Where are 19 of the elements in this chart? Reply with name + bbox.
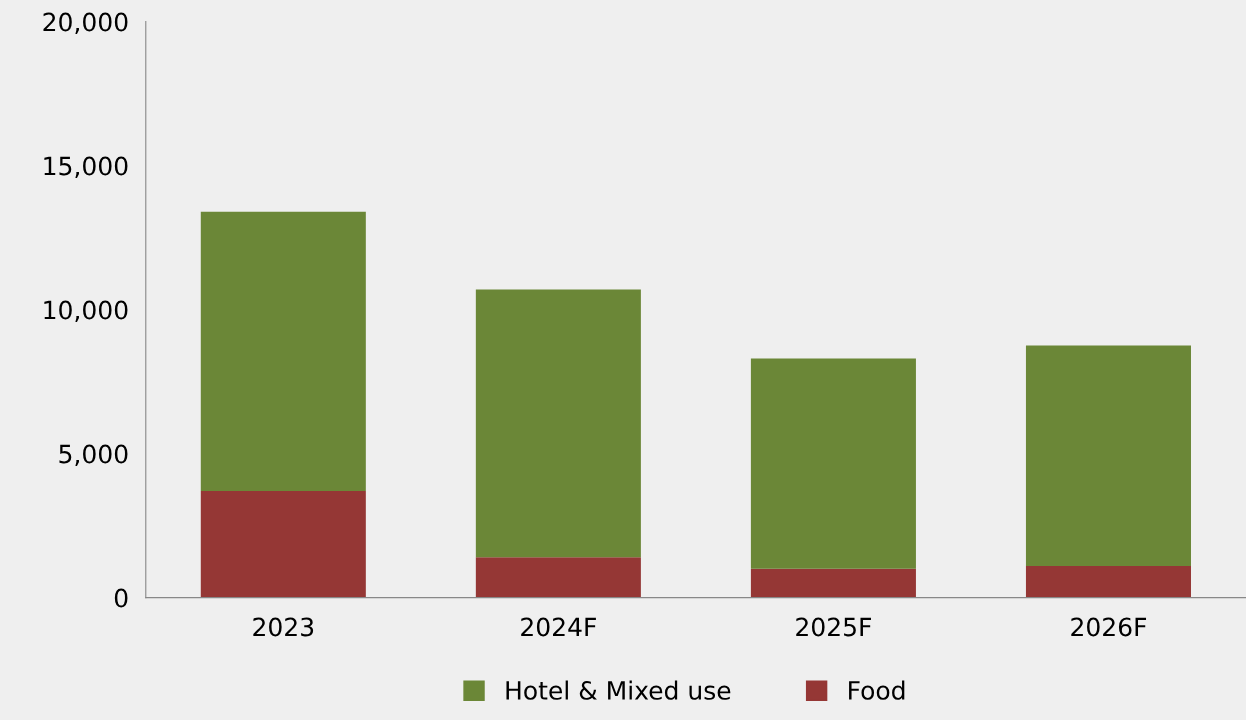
y-tick-label: 10,000 [44, 300, 128, 322]
y-tick-label: 20,000 [43, 12, 128, 34]
legend-label: Hotel & Mixed use [506, 680, 731, 700]
x-tick-label: 2023 [253, 617, 314, 637]
legend-label: Food [849, 680, 905, 700]
bar [750, 358, 916, 569]
bar [1025, 345, 1191, 566]
x-tick-label: 2026F [1071, 617, 1147, 637]
bar [750, 568, 916, 598]
bar [1025, 565, 1191, 598]
x-tick-label: 2024F [521, 617, 596, 637]
x-tick-label: 2025F [796, 617, 871, 637]
bar [475, 289, 641, 558]
y-tick-label: 15,000 [44, 156, 128, 178]
y-tick-label: 0 [114, 588, 128, 608]
y-tick-label: 5,000 [59, 444, 128, 466]
bar [200, 491, 366, 598]
bar [475, 557, 641, 598]
bar [200, 211, 366, 492]
